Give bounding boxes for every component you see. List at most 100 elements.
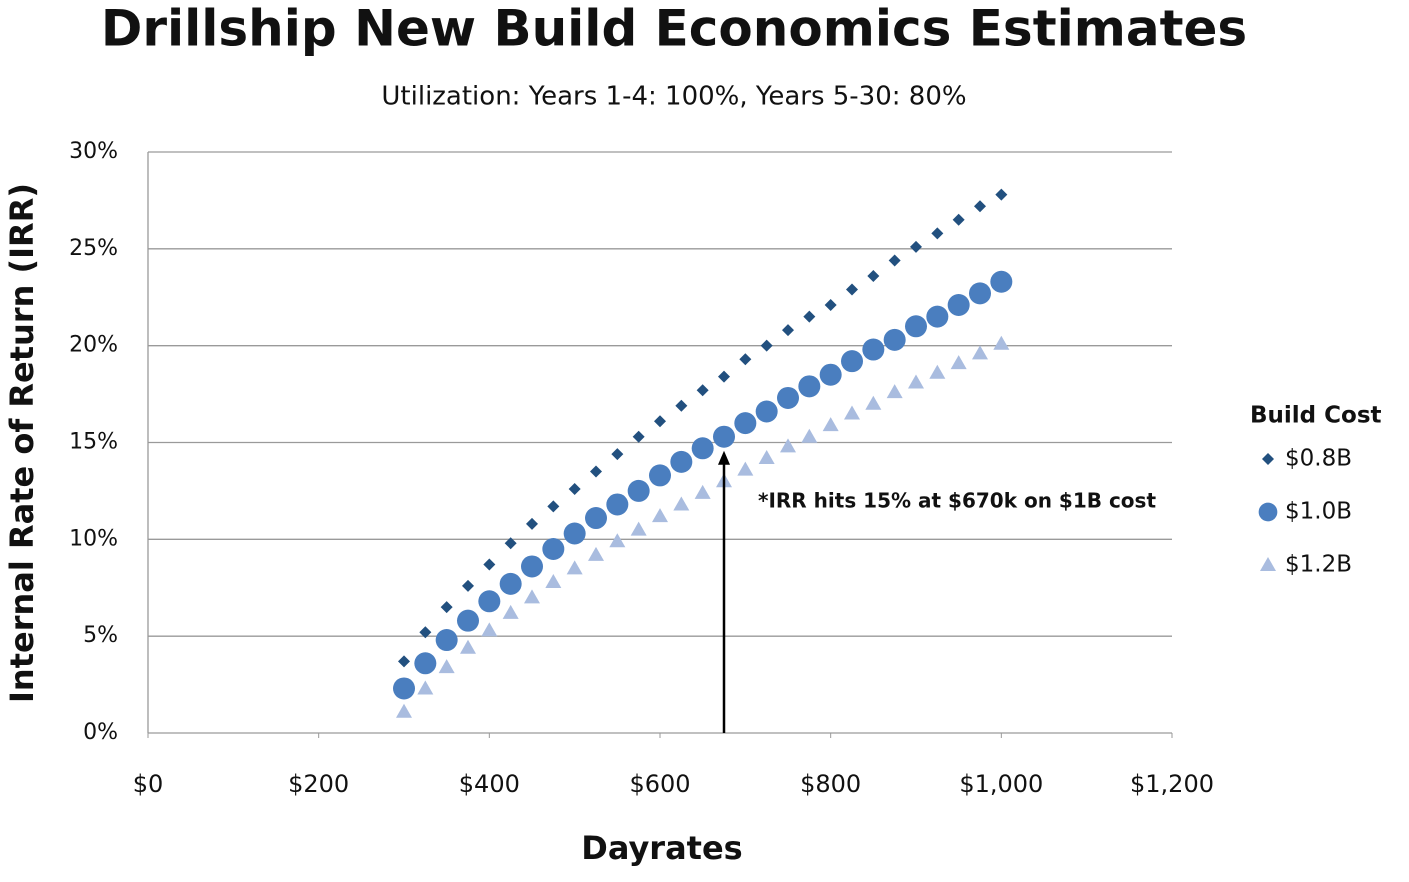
- circle-marker: [1258, 502, 1278, 522]
- diamond-marker: [846, 283, 858, 296]
- triangle-marker: [502, 604, 519, 619]
- diamond-marker: [654, 415, 666, 428]
- diamond-marker: [398, 655, 410, 668]
- diamond-marker: [504, 537, 517, 550]
- triangle-marker: [993, 335, 1010, 350]
- chart-title: Drillship New Build Economics Estimates: [101, 0, 1247, 58]
- circle-marker: [521, 555, 543, 578]
- y-tick-label: 0%: [83, 720, 118, 745]
- y-tick-label: 5%: [83, 623, 118, 648]
- circle-marker: [777, 386, 799, 409]
- circle-marker: [841, 350, 863, 373]
- y-tick-label: 10%: [69, 526, 118, 551]
- diamond-marker: [974, 200, 986, 213]
- diamond-marker: [696, 384, 709, 397]
- y-tick-label: 25%: [69, 236, 118, 261]
- triangle-marker: [652, 508, 668, 523]
- circle-marker: [862, 338, 885, 361]
- triangle-marker: [566, 560, 583, 575]
- circle-marker: [670, 450, 693, 473]
- annotation-text: *IRR hits 15% at $670k on $1B cost: [758, 489, 1156, 513]
- circle-marker: [478, 590, 501, 613]
- triangle-marker: [673, 496, 690, 511]
- circle-marker: [435, 629, 458, 652]
- triangle-marker: [460, 639, 476, 654]
- diamond-marker: [632, 430, 645, 443]
- circle-marker: [542, 538, 565, 561]
- diamond-marker: [931, 227, 944, 240]
- diamond-marker: [547, 500, 560, 513]
- y-tick-label: 20%: [69, 333, 118, 358]
- legend-label: $1.0B: [1285, 499, 1352, 525]
- diamond-marker: [760, 339, 773, 352]
- y-tick-label: 30%: [69, 139, 118, 164]
- diamond-marker: [590, 465, 602, 478]
- triangle-marker: [844, 405, 860, 420]
- circle-marker: [947, 293, 970, 316]
- circle-marker: [414, 652, 437, 675]
- arrow-head: [718, 450, 730, 465]
- diamond-marker: [995, 188, 1008, 201]
- triangle-marker: [630, 521, 647, 536]
- triangle-marker: [758, 449, 775, 464]
- triangle-marker: [886, 384, 903, 399]
- diamond-marker: [782, 324, 794, 337]
- triangle-marker: [822, 417, 839, 432]
- diamond-marker: [718, 370, 730, 383]
- diamond-marker: [910, 240, 922, 253]
- circle-marker: [563, 522, 586, 545]
- diamond-marker: [803, 310, 816, 323]
- triangle-marker: [588, 546, 604, 561]
- triangle-marker: [417, 680, 434, 695]
- circle-marker: [926, 305, 949, 328]
- triangle-marker: [737, 461, 754, 476]
- triangle-marker: [950, 355, 967, 370]
- triangle-marker: [865, 395, 882, 410]
- diamond-marker: [952, 213, 965, 226]
- circle-marker: [606, 493, 629, 516]
- x-tick-label: $600: [629, 770, 690, 798]
- circle-marker: [393, 677, 415, 700]
- circle-marker: [905, 315, 927, 338]
- circle-marker: [499, 572, 522, 595]
- diamond-marker: [419, 626, 432, 639]
- diamond-marker: [1262, 453, 1274, 465]
- circle-marker: [649, 464, 671, 487]
- triangle-marker: [929, 364, 946, 379]
- legend-label: $0.8B: [1285, 446, 1352, 472]
- diamond-marker: [483, 558, 496, 571]
- circle-marker: [691, 437, 714, 460]
- circle-marker: [457, 609, 479, 632]
- triangle-marker: [1260, 557, 1276, 571]
- diamond-marker: [611, 448, 624, 461]
- triangle-marker: [801, 428, 818, 443]
- diamond-marker: [824, 298, 837, 311]
- x-tick-label: $200: [288, 770, 349, 798]
- y-tick-label: 15%: [69, 430, 118, 455]
- diamond-marker: [440, 601, 453, 614]
- circle-marker: [585, 507, 607, 530]
- triangle-marker: [609, 533, 626, 548]
- triangle-marker: [545, 573, 562, 588]
- circle-marker: [969, 282, 991, 305]
- triangle-marker: [780, 438, 796, 453]
- triangle-marker: [972, 345, 988, 360]
- circle-marker: [990, 270, 1013, 293]
- chart-subtitle: Utilization: Years 1-4: 100%, Years 5-30…: [381, 82, 966, 112]
- circle-marker: [627, 479, 650, 502]
- diamond-marker: [462, 579, 474, 592]
- diamond-marker: [675, 399, 688, 412]
- circle-marker: [734, 412, 757, 435]
- y-axis-label: Internal Rate of Return (IRR): [3, 183, 41, 703]
- circle-marker: [755, 400, 778, 423]
- circle-marker: [713, 425, 735, 448]
- x-tick-label: $400: [459, 770, 520, 798]
- legend-title: Build Cost: [1250, 403, 1382, 429]
- circle-marker: [819, 363, 842, 386]
- x-tick-label: $1,000: [959, 770, 1043, 798]
- x-tick-label: $800: [800, 770, 861, 798]
- x-tick-label: $1,200: [1130, 770, 1214, 798]
- triangle-marker: [908, 374, 924, 389]
- triangle-marker: [438, 659, 455, 674]
- triangle-marker: [524, 589, 540, 604]
